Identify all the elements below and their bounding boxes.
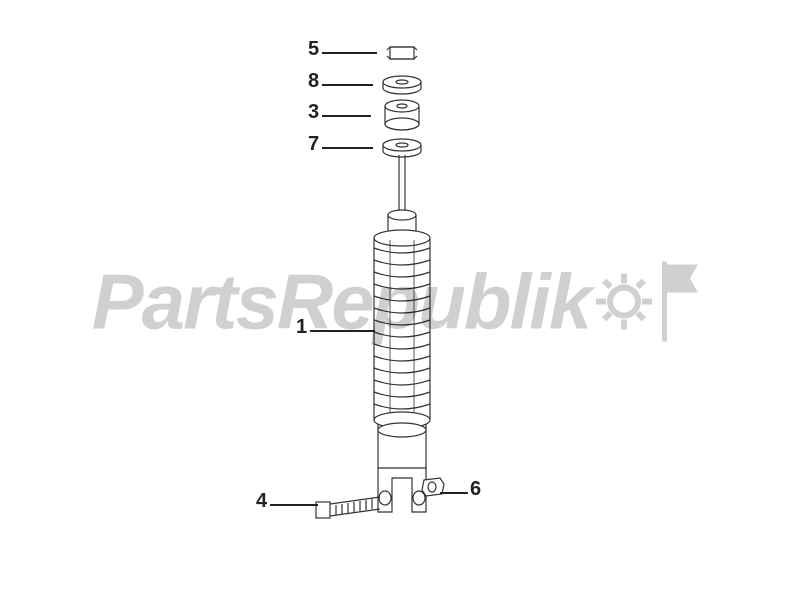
parts-diagram: 5 8 3 7 1 4 6 PartsRepublik	[0, 0, 800, 603]
callout-label: 6	[470, 478, 481, 501]
callout-label: 4	[256, 490, 267, 513]
callout-label: 5	[308, 38, 319, 61]
callout-label: 7	[308, 133, 319, 156]
shock-absorber-drawing	[0, 0, 800, 603]
callout-label: 1	[296, 316, 307, 339]
callout-label: 3	[308, 101, 319, 124]
callout-label: 8	[308, 70, 319, 93]
